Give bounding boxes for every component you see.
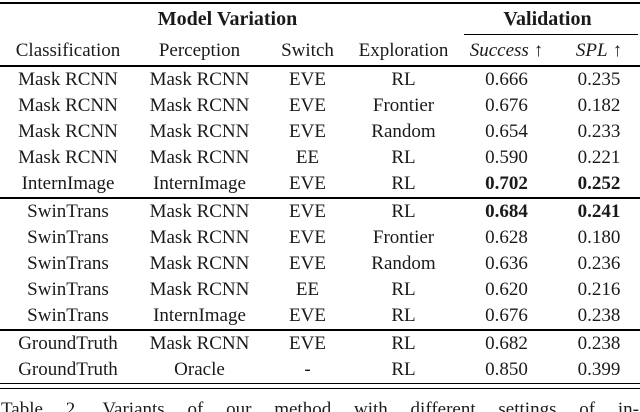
cell-spl: 0.180 xyxy=(577,227,621,248)
cell-perception: Mask RCNN xyxy=(149,201,250,222)
cell-switch: - xyxy=(304,359,311,380)
cell-switch: EVE xyxy=(289,173,326,194)
spl-metric-label: SPL xyxy=(575,40,608,61)
results-table: Model Variation Validation Classificatio… xyxy=(0,2,640,390)
cell-classification: SwinTrans xyxy=(27,253,109,274)
cell-success: 0.620 xyxy=(485,279,528,300)
cell-success-best: 0.684 xyxy=(485,201,528,222)
cell-spl-best: 0.241 xyxy=(577,201,621,222)
column-header-success: Success ↑ xyxy=(455,37,558,65)
cell-classification: GroundTruth xyxy=(18,359,118,380)
cell-perception: Mask RCNN xyxy=(149,253,250,274)
cell-success: 0.850 xyxy=(485,359,528,380)
cell-exploration: RL xyxy=(391,333,416,354)
rule-validation-cmidrule xyxy=(464,34,638,37)
cell-perception: InternImage xyxy=(153,305,246,326)
cell-exploration: RL xyxy=(391,305,416,326)
cell-spl: 0.399 xyxy=(577,359,621,380)
cell-classification: Mask RCNN xyxy=(18,121,118,142)
column-header-perception: Perception xyxy=(158,40,241,61)
cell-classification: Mask RCNN xyxy=(18,147,118,168)
cell-exploration: RL xyxy=(391,359,416,380)
cell-success: 0.676 xyxy=(485,305,528,326)
cell-success: 0.666 xyxy=(485,69,528,90)
cell-exploration: RL xyxy=(391,69,416,90)
cell-spl: 0.182 xyxy=(577,95,621,116)
cell-spl: 0.235 xyxy=(577,69,621,90)
cell-spl: 0.236 xyxy=(577,253,621,274)
cell-classification: Mask RCNN xyxy=(18,69,118,90)
column-header-exploration: Exploration xyxy=(358,40,449,61)
table-caption: Table 2. Variants of our method with dif… xyxy=(1,399,639,412)
cell-exploration: Random xyxy=(371,253,436,274)
rule-header-separator xyxy=(0,65,640,67)
cell-exploration: RL xyxy=(391,279,416,300)
group-header-validation: Validation xyxy=(503,8,592,30)
cell-success: 0.676 xyxy=(485,95,528,116)
rule-block-separator-2 xyxy=(0,329,640,331)
cell-success: 0.654 xyxy=(485,121,528,142)
cell-switch: EVE xyxy=(289,227,326,248)
cell-exploration: Frontier xyxy=(372,95,435,116)
cell-switch: EVE xyxy=(289,305,326,326)
cell-perception: Oracle xyxy=(174,359,225,380)
cell-spl: 0.238 xyxy=(577,333,621,354)
cell-switch: EVE xyxy=(289,121,326,142)
cell-success: 0.628 xyxy=(485,227,528,248)
cell-classification: SwinTrans xyxy=(27,305,109,326)
cell-perception: Mask RCNN xyxy=(149,227,250,248)
cell-spl: 0.216 xyxy=(577,279,621,300)
column-header-switch: Switch xyxy=(281,40,334,61)
cell-classification: GroundTruth xyxy=(18,333,118,354)
cell-classification: SwinTrans xyxy=(27,227,109,248)
cell-switch: EVE xyxy=(289,69,326,90)
cell-exploration: RL xyxy=(391,201,416,222)
cell-spl: 0.238 xyxy=(577,305,621,326)
cell-exploration: Frontier xyxy=(372,227,435,248)
cell-switch: EVE xyxy=(289,201,326,222)
cell-success: 0.590 xyxy=(485,147,528,168)
cell-exploration: RL xyxy=(391,173,416,194)
rule-top xyxy=(0,2,640,4)
rule-bottom-double xyxy=(0,383,640,390)
group-header-model-variation: Model Variation xyxy=(157,8,298,30)
cell-perception: Mask RCNN xyxy=(149,121,250,142)
cell-perception: Mask RCNN xyxy=(149,147,250,168)
cell-spl-best: 0.252 xyxy=(577,173,621,194)
column-header-spl: SPL ↑ xyxy=(558,37,640,65)
cell-classification: SwinTrans xyxy=(27,279,109,300)
cell-switch: EVE xyxy=(289,253,326,274)
cell-perception: Mask RCNN xyxy=(149,95,250,116)
up-arrow-icon: ↑ xyxy=(612,40,623,61)
cell-exploration: RL xyxy=(391,147,416,168)
rule-block-separator-1 xyxy=(0,197,640,199)
cell-switch: EVE xyxy=(289,95,326,116)
up-arrow-icon: ↑ xyxy=(533,40,544,61)
cell-classification: Mask RCNN xyxy=(18,95,118,116)
cell-success: 0.636 xyxy=(485,253,528,274)
cell-perception: Mask RCNN xyxy=(149,333,250,354)
cell-switch: EE xyxy=(295,279,320,300)
cell-exploration: Random xyxy=(371,121,436,142)
cell-perception: Mask RCNN xyxy=(149,69,250,90)
cell-classification: InternImage xyxy=(21,173,115,194)
cell-switch: EE xyxy=(295,147,320,168)
cell-perception: Mask RCNN xyxy=(149,279,250,300)
cell-spl: 0.233 xyxy=(577,121,621,142)
cell-success: 0.682 xyxy=(485,333,528,354)
cell-classification: SwinTrans xyxy=(27,201,109,222)
cell-spl: 0.221 xyxy=(577,147,621,168)
cell-perception: InternImage xyxy=(153,173,246,194)
cell-switch: EVE xyxy=(289,333,326,354)
column-header-classification: Classification xyxy=(15,40,121,61)
cell-success-best: 0.702 xyxy=(485,173,528,194)
success-metric-label: Success xyxy=(469,40,529,61)
